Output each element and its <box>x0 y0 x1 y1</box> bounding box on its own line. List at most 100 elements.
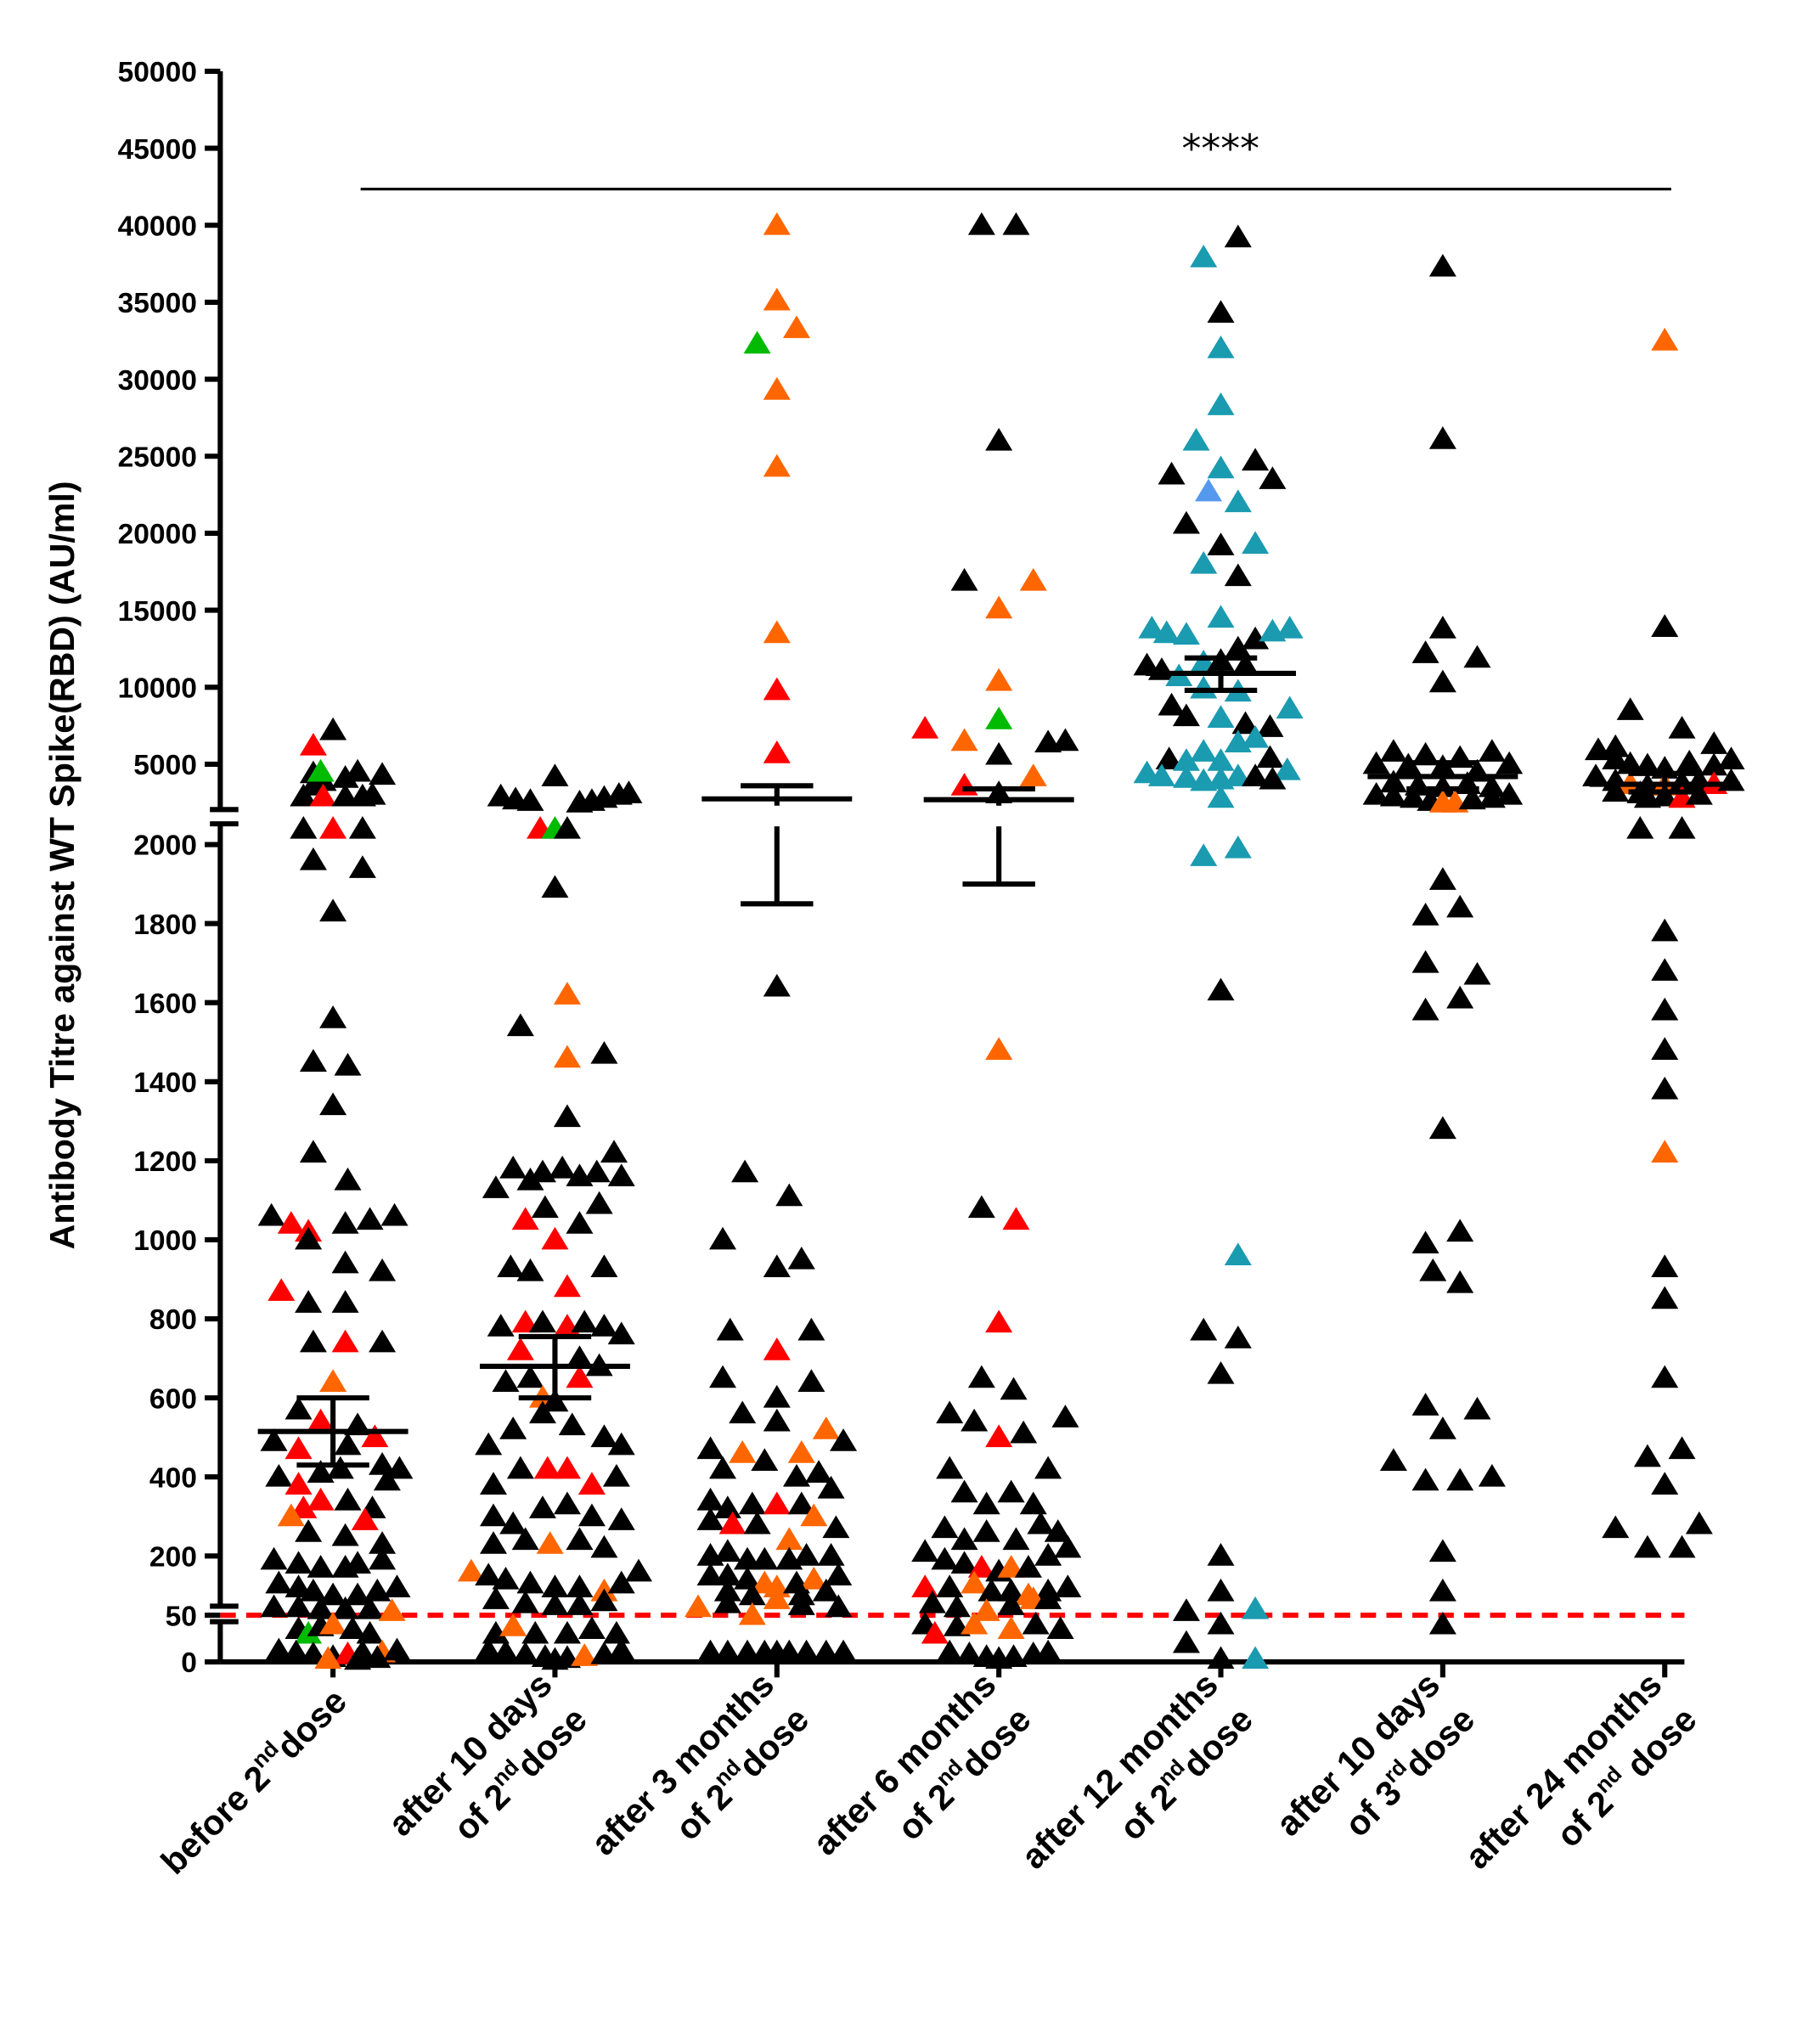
data-point-black <box>1224 224 1252 248</box>
data-point-black <box>290 783 318 807</box>
data-point-black <box>369 1531 397 1554</box>
data-point-teal <box>1242 724 1270 748</box>
data-point-black <box>1158 692 1186 716</box>
data-point-black <box>516 1365 544 1388</box>
data-point-black <box>369 1546 397 1570</box>
data-point-teal <box>1172 765 1200 788</box>
data-point-orange <box>738 1602 766 1625</box>
data-point-black <box>1000 1644 1028 1667</box>
data-point-black <box>344 758 372 782</box>
data-point-black <box>1051 1405 1079 1427</box>
data-point-orange <box>763 620 791 644</box>
data-point-black <box>339 1616 367 1640</box>
data-point-black <box>1172 703 1200 727</box>
data-point-black <box>607 1507 635 1530</box>
data-point-black <box>1428 867 1456 890</box>
data-point-black <box>1478 1463 1506 1487</box>
data-point-black <box>1676 749 1704 773</box>
data-point-orange <box>985 667 1013 691</box>
data-point-black <box>482 1586 510 1609</box>
data-point-black <box>1446 894 1474 918</box>
data-point-black <box>1207 1646 1235 1670</box>
y-tick-label: 25000 <box>118 442 197 473</box>
data-point-red <box>351 1507 379 1530</box>
data-point-black <box>334 1167 362 1191</box>
data-point-black <box>553 1620 581 1644</box>
data-point-teal <box>1147 763 1175 786</box>
data-point-black <box>1027 1511 1055 1534</box>
data-point-black <box>1155 746 1183 769</box>
data-point-red <box>299 732 327 756</box>
data-point-black <box>738 1491 766 1515</box>
data-point-black <box>1428 426 1456 449</box>
data-point-black <box>566 1574 594 1597</box>
data-point-black <box>1207 1611 1235 1635</box>
data-points <box>257 211 1745 1670</box>
data-point-black <box>763 1384 791 1408</box>
data-point-black <box>696 1563 724 1586</box>
data-point-black <box>1633 1444 1661 1467</box>
data-point-black <box>541 1574 569 1597</box>
data-point-teal <box>1242 1596 1270 1619</box>
data-point-black <box>521 1620 549 1644</box>
data-point-black <box>492 1566 520 1590</box>
data-point-black <box>1428 1539 1456 1563</box>
x-axis <box>220 1658 1685 1678</box>
data-point-black <box>482 1620 510 1644</box>
data-point-red <box>309 783 337 807</box>
data-point-black <box>607 1321 635 1345</box>
data-point-black <box>265 1463 293 1487</box>
data-point-teal <box>1224 729 1252 753</box>
data-point-black <box>1428 1416 1456 1439</box>
y-tick-label: 1000 <box>133 1225 197 1257</box>
data-point-black <box>1207 1360 1235 1384</box>
data-point-orange <box>571 1643 599 1666</box>
data-point-teal <box>1190 675 1218 699</box>
data-point-black <box>1446 1219 1474 1242</box>
data-point-teal <box>1242 1646 1270 1670</box>
y-tick-label: 30000 <box>118 365 197 397</box>
data-point-black <box>531 1195 559 1219</box>
data-point-black <box>792 1639 820 1663</box>
y-tick-label: 35000 <box>118 288 197 319</box>
data-point-black <box>344 1647 372 1670</box>
data-point-black <box>782 1463 811 1487</box>
data-point-teal <box>1182 427 1210 451</box>
data-point-black <box>331 1250 359 1274</box>
data-point-black <box>713 1539 741 1563</box>
data-point-black <box>931 1515 959 1539</box>
data-point-teal <box>1273 757 1301 780</box>
data-point-green <box>295 1620 323 1644</box>
data-point-black <box>549 1155 577 1179</box>
data-point-black <box>1411 997 1439 1021</box>
data-point-red <box>506 1337 534 1360</box>
data-point-black <box>763 1408 791 1432</box>
data-point-black <box>516 788 544 811</box>
data-point-black <box>713 1590 741 1613</box>
data-point-black <box>1379 739 1407 762</box>
data-point-teal <box>1224 835 1252 859</box>
data-point-black <box>1207 532 1235 555</box>
y-tick-label: 10000 <box>118 673 197 704</box>
data-point-black <box>1207 1543 1235 1566</box>
data-point-black <box>1224 1326 1252 1349</box>
mean-sem-group <box>923 786 1074 887</box>
data-point-black <box>299 1049 327 1072</box>
data-point-black <box>369 1258 397 1281</box>
data-point-black <box>1633 1534 1661 1558</box>
data-point-black <box>1651 783 1679 807</box>
data-point-black <box>358 781 386 805</box>
data-point-black <box>985 741 1013 765</box>
data-point-black <box>607 1570 635 1594</box>
data-point-black <box>763 1254 791 1277</box>
data-point-black <box>299 1578 327 1602</box>
data-point-black <box>1668 1534 1696 1558</box>
data-point-red <box>361 1424 389 1448</box>
data-point-black <box>787 1592 815 1615</box>
data-point-teal <box>1276 695 1304 719</box>
data-point-black <box>571 1309 599 1333</box>
y-axis-title: Antibody Titre against WT Spike(RBD) (AU… <box>42 481 82 1249</box>
data-point-black <box>487 1314 515 1337</box>
data-point-black <box>1051 728 1079 752</box>
